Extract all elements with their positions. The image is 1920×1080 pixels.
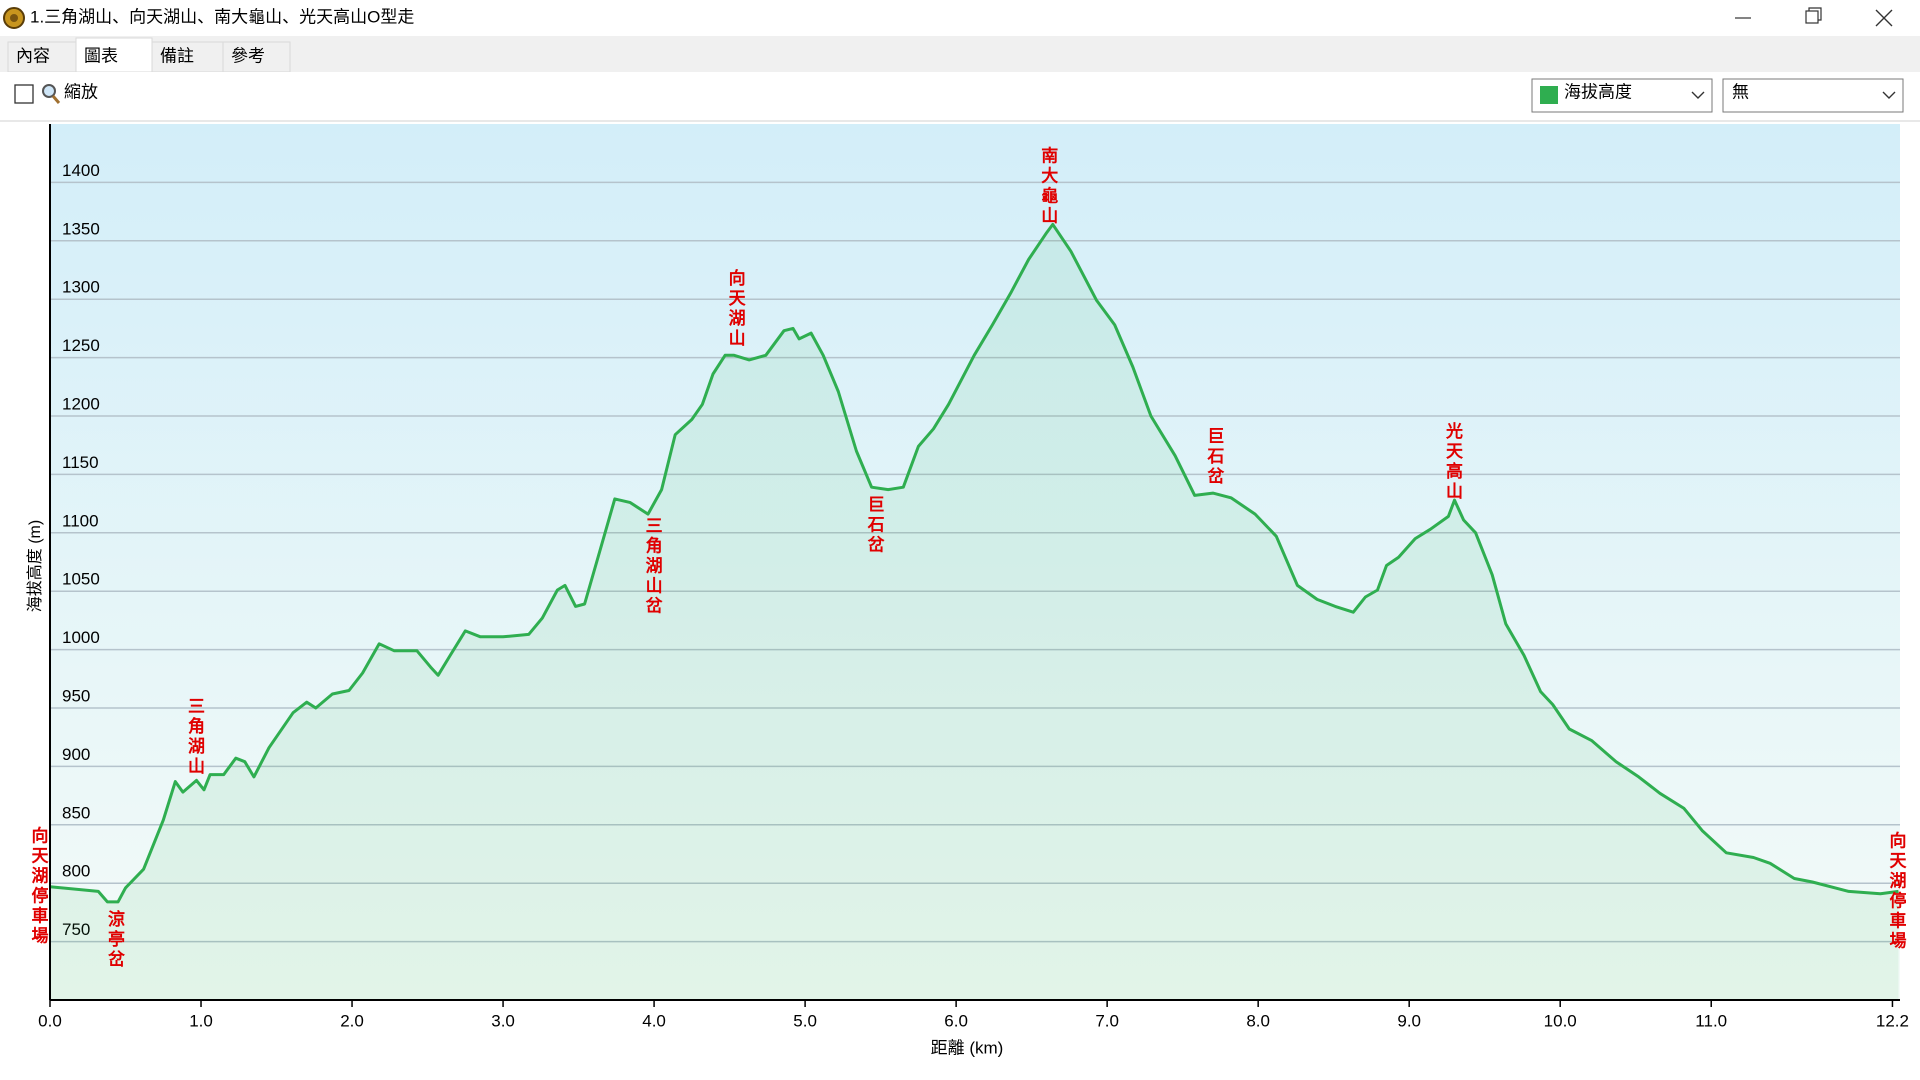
y-tick-label: 1100: [62, 511, 99, 530]
tab-label: 圖表: [84, 46, 118, 65]
tab[interactable]: [7, 41, 77, 73]
x-tick-label: 6.0: [944, 1011, 968, 1030]
annotation: 巨石岔: [1204, 427, 1225, 487]
y-tick-label: 800: [62, 862, 90, 881]
y-tick-label: 1150: [62, 453, 99, 472]
close-button[interactable]: [1875, 9, 1893, 27]
y-tick-label: 1050: [62, 570, 100, 589]
annotation: 向天湖山: [726, 268, 746, 349]
y-tick-label: 950: [62, 686, 90, 705]
x-tick-label: 3.0: [491, 1011, 515, 1030]
tabs: 內容 圖表 備註 參考: [7, 37, 291, 73]
x-tick-label: 0.0: [38, 1011, 62, 1030]
tab[interactable]: [222, 41, 291, 73]
y-tick-label: 900: [62, 745, 90, 764]
window-title: 1.三角湖山、向天湖山、南大龜山、光天高山O型走: [30, 7, 414, 26]
annotation: 巨石岔: [865, 495, 886, 555]
dropdown-arrow: [1691, 91, 1705, 99]
annotation: 三角湖山: [185, 697, 205, 777]
magnifier-icon: [42, 84, 56, 98]
annotation: 光天高山: [1443, 421, 1464, 502]
annotation: 向天湖停車場: [1887, 830, 1907, 951]
restore-button-back: [1808, 7, 1822, 21]
x-tick-label: 2.0: [340, 1011, 364, 1030]
tab-label: 參考: [231, 46, 265, 65]
y-tick-label: 1350: [62, 219, 100, 238]
zoom-label: 縮放: [64, 82, 98, 101]
restore-button[interactable]: [1805, 10, 1819, 24]
series-select-text: 海拔高度: [1564, 82, 1632, 101]
app-icon-dot: [10, 14, 18, 22]
x-tick-label: 8.0: [1246, 1011, 1270, 1030]
zoom-checkbox[interactable]: [14, 84, 34, 104]
x-axis-title: 距離 (km): [931, 1038, 1004, 1057]
x-tick-label: 9.0: [1397, 1011, 1421, 1030]
tab-strip: [0, 36, 1920, 72]
magnifier-handle: [51, 95, 61, 104]
x-tick-label: 7.0: [1095, 1011, 1119, 1030]
series-swatch: [1540, 86, 1558, 104]
y-tick-label: 1200: [62, 394, 100, 413]
y-tick-label: 1300: [62, 278, 100, 297]
annotation: 三角湖山岔: [643, 517, 663, 617]
x-tick-label: 1.0: [189, 1011, 213, 1030]
tab[interactable]: [151, 41, 224, 73]
elevation-line: [49, 222, 1899, 904]
x-tick-label: 11.0: [1695, 1011, 1727, 1030]
annotation: 向天湖停車場: [29, 826, 49, 947]
annotation: 南大龜山: [1038, 146, 1058, 227]
dropdown-arrow: [1882, 91, 1896, 99]
y-tick-label: 750: [62, 920, 90, 939]
y-tick-label: 850: [62, 803, 90, 822]
series-select[interactable]: [1531, 78, 1713, 113]
compare-select[interactable]: [1722, 78, 1904, 113]
x-tick-label: 10.0: [1544, 1011, 1577, 1030]
annotation: 涼亭岔: [105, 909, 125, 970]
plot: 750 800 850 900 950 1000 1050 1100 1150 1200 1250 1…: [29, 124, 1909, 1030]
title-bar: [0, 0, 1920, 36]
x-tick-label: 4.0: [642, 1011, 666, 1030]
plot-background: [50, 124, 1900, 1000]
y-tick-label: 1000: [62, 628, 100, 647]
y-tick-label: 1400: [62, 161, 100, 180]
y-axis-title: 海拔高度 (m): [26, 520, 44, 612]
x-tick-label: 5.0: [793, 1011, 817, 1030]
x-tick-label: 12.2: [1876, 1011, 1909, 1030]
elevation-area: [50, 224, 1899, 1000]
tab-label: 內容: [16, 46, 50, 65]
y-tick-label: 1250: [62, 336, 100, 355]
compare-select-text: 無: [1732, 82, 1749, 101]
tab-label: 備註: [160, 46, 194, 65]
